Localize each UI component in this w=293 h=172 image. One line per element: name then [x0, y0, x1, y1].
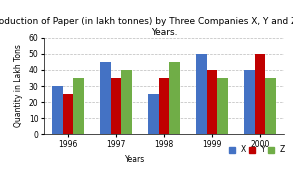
Bar [265, 78, 276, 134]
Bar [148, 94, 159, 134]
Bar [244, 70, 255, 134]
Bar [207, 70, 217, 134]
Legend: X, Y, Z: X, Y, Z [229, 145, 285, 154]
Bar [169, 62, 180, 134]
Bar [63, 94, 73, 134]
Bar [121, 70, 132, 134]
Bar [73, 78, 84, 134]
Bar [196, 54, 207, 134]
Bar [111, 78, 121, 134]
Y-axis label: Quantity in Lakh Tons: Quantity in Lakh Tons [14, 45, 23, 127]
Title: Production of Paper (in lakh tonnes) by Three Companies X, Y and Z over the
Year: Production of Paper (in lakh tonnes) by … [0, 17, 293, 37]
Bar [52, 86, 63, 134]
Bar [255, 54, 265, 134]
Bar [159, 78, 169, 134]
Text: Years: Years [125, 155, 145, 164]
Bar [100, 62, 111, 134]
Bar [217, 78, 228, 134]
